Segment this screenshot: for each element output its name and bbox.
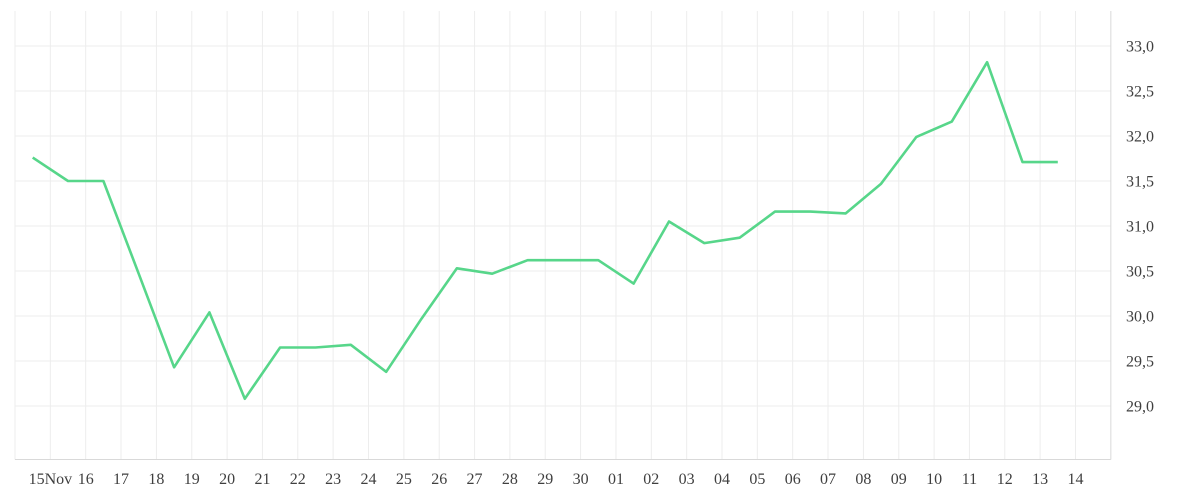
x-tick-label: 01 bbox=[608, 471, 624, 488]
x-tick-label: 27 bbox=[467, 471, 483, 488]
y-tick-label: 30,5 bbox=[1126, 264, 1154, 281]
y-tick-label: 31,5 bbox=[1126, 174, 1154, 191]
x-tick-label: 29 bbox=[537, 471, 553, 488]
x-tick-label: 02 bbox=[643, 471, 659, 488]
x-tick-label: 13 bbox=[1032, 471, 1048, 488]
x-tick-label: 09 bbox=[891, 471, 907, 488]
y-tick-label: 29,5 bbox=[1126, 354, 1154, 371]
x-tick-label: 21 bbox=[254, 471, 270, 488]
x-tick-label: 19 bbox=[184, 471, 200, 488]
y-tick-label: 29,0 bbox=[1126, 399, 1154, 416]
x-tick-label: 26 bbox=[431, 471, 447, 488]
x-tick-label: 07 bbox=[820, 471, 836, 488]
y-tick-label: 31,0 bbox=[1126, 219, 1154, 236]
x-tick-label: 28 bbox=[502, 471, 518, 488]
x-tick-label: 11 bbox=[962, 471, 977, 488]
x-tick-label: 04 bbox=[714, 471, 730, 488]
price-line bbox=[31, 60, 1058, 401]
x-tick-label: 23 bbox=[325, 471, 341, 488]
x-tick-label: 14 bbox=[1068, 471, 1084, 488]
x-tick-label: 16 bbox=[78, 471, 94, 488]
y-tick-label: 33,0 bbox=[1126, 39, 1154, 56]
x-tick-label: 25 bbox=[396, 471, 412, 488]
y-tick-label: 32,0 bbox=[1126, 129, 1154, 146]
x-tick-label: 06 bbox=[785, 471, 801, 488]
x-tick-label: 17 bbox=[113, 471, 129, 488]
x-tick-label: 20 bbox=[219, 471, 235, 488]
x-tick-label: 15Nov bbox=[29, 471, 73, 488]
x-tick-label: 18 bbox=[148, 471, 164, 488]
x-tick-label: 03 bbox=[679, 471, 695, 488]
x-tick-label: 12 bbox=[997, 471, 1013, 488]
x-tick-label: 24 bbox=[361, 471, 377, 488]
x-tick-label: 08 bbox=[855, 471, 871, 488]
x-tick-label: 30 bbox=[573, 471, 589, 488]
y-tick-label: 30,0 bbox=[1126, 309, 1154, 326]
y-tick-label: 32,5 bbox=[1126, 84, 1154, 101]
x-tick-label: 05 bbox=[749, 471, 765, 488]
x-tick-label: 10 bbox=[926, 471, 942, 488]
x-tick-label: 22 bbox=[290, 471, 306, 488]
